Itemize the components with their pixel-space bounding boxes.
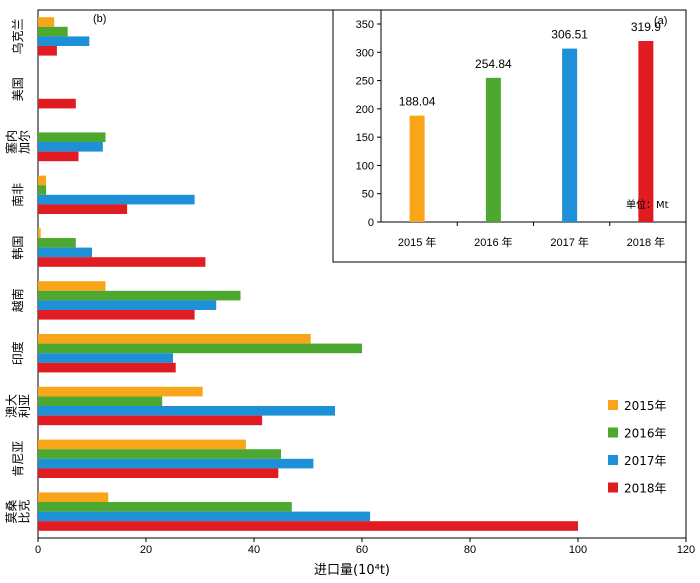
bar-2016年-印度 bbox=[38, 343, 362, 354]
bar-2017年-澳大利亚 bbox=[38, 406, 335, 416]
inset-bar-2015 年 bbox=[409, 115, 425, 222]
bar-2016年-南非 bbox=[38, 185, 47, 195]
legend-label: 2016年 bbox=[624, 427, 667, 441]
unit-note: 单位：Mt bbox=[626, 198, 669, 211]
panel-label-b: (b) bbox=[93, 13, 106, 25]
bar-2018年-南非 bbox=[38, 204, 128, 214]
legend-swatch bbox=[608, 455, 618, 465]
bar-2015年-越南 bbox=[38, 281, 106, 291]
bar-2017年-肯尼亚 bbox=[38, 458, 314, 469]
bar-2018年-印度 bbox=[38, 362, 176, 373]
bar-2015年-印度 bbox=[38, 334, 311, 344]
legend-swatch bbox=[608, 400, 618, 410]
bar-2017年-越南 bbox=[38, 300, 217, 310]
inset-bar-2016 年 bbox=[485, 77, 501, 222]
inset-value-label: 254.84 bbox=[475, 57, 512, 71]
inset-chart-a: 0 50 100 150 200 250 300 350 188.04 2015 年 254.84 2… bbox=[332, 9, 687, 263]
bar-2016年-澳大利亚 bbox=[38, 396, 163, 406]
bar-2018年-肯尼亚 bbox=[38, 468, 279, 478]
category-label: 肯尼亚 bbox=[11, 441, 25, 477]
x-tick-label: 20 bbox=[140, 544, 152, 556]
category-label: 乌克兰 bbox=[10, 18, 25, 54]
inset-y-tick-label: 50 bbox=[362, 189, 374, 201]
legend-swatch bbox=[608, 427, 618, 438]
inset-bar-2017 年 bbox=[562, 48, 578, 223]
bar-2015年-韩国 bbox=[38, 228, 41, 238]
x-tick-label: 40 bbox=[248, 544, 260, 556]
panel-label-a: (a) bbox=[654, 15, 667, 27]
bar-2017年-塞内加尔 bbox=[38, 142, 103, 152]
category-label: 越南 bbox=[10, 288, 25, 312]
bar-2016年-韩国 bbox=[38, 238, 76, 248]
x-tick-label: 120 bbox=[677, 544, 695, 556]
bar-2018年-澳大利亚 bbox=[38, 415, 263, 426]
bar-2015年-乌克兰 bbox=[38, 17, 55, 27]
category-label: 比克 bbox=[18, 500, 32, 524]
bar-2018年-美国 bbox=[38, 98, 76, 109]
inset-bar-2018 年 bbox=[638, 41, 654, 222]
category-label: 莫桑 bbox=[5, 500, 19, 524]
bar-2017年-乌克兰 bbox=[38, 36, 90, 46]
bar-2015年-澳大利亚 bbox=[38, 386, 203, 397]
x-tick-label: 60 bbox=[356, 544, 368, 556]
category-label: 印度 bbox=[10, 341, 25, 365]
bar-2017年-印度 bbox=[38, 353, 173, 363]
bar-2016年-越南 bbox=[38, 290, 241, 301]
inset-value-label: 306.51 bbox=[551, 28, 588, 42]
bar-2016年-塞内加尔 bbox=[38, 132, 106, 142]
bar-2015年-南非 bbox=[38, 175, 47, 186]
bar-2017年-莫桑比克 bbox=[38, 511, 371, 522]
bar-2018年-乌克兰 bbox=[38, 46, 57, 56]
bar-2017年-韩国 bbox=[38, 247, 92, 258]
bar-2016年-肯尼亚 bbox=[38, 449, 281, 459]
x-tick-label: 0 bbox=[35, 544, 41, 556]
inset-x-tick-label: 2018 年 bbox=[627, 235, 666, 249]
category-label: 利亚 bbox=[18, 394, 32, 418]
inset-y-tick-label: 350 bbox=[356, 19, 374, 31]
category-label: 塞内 bbox=[4, 130, 19, 154]
inset-x-tick-label: 2016 年 bbox=[474, 235, 513, 249]
inset-y-tick-label: 200 bbox=[356, 104, 374, 116]
category-label: 南非 bbox=[10, 183, 25, 207]
bar-2016年-莫桑比克 bbox=[38, 502, 292, 512]
inset-y-tick-label: 0 bbox=[368, 217, 374, 229]
bar-2015年-肯尼亚 bbox=[38, 439, 246, 450]
inset-value-label: 319.9 bbox=[631, 20, 661, 34]
bar-2015年-莫桑比克 bbox=[38, 492, 109, 502]
inset-x-tick-label: 2017 年 bbox=[550, 235, 589, 249]
bar-2016年-乌克兰 bbox=[38, 26, 68, 37]
legend-swatch bbox=[608, 482, 618, 493]
inset-value-label: 188.04 bbox=[399, 95, 436, 109]
bar-2017年-南非 bbox=[38, 194, 195, 205]
inset-frame bbox=[332, 9, 687, 263]
category-label: 加尔 bbox=[17, 130, 32, 154]
bar-2018年-莫桑比克 bbox=[38, 521, 578, 531]
bar-2018年-韩国 bbox=[38, 257, 206, 267]
legend-label: 2015年 bbox=[624, 399, 667, 413]
legend: 2015年 2016年 2017年 2018年 bbox=[608, 399, 667, 496]
category-label: 美国 bbox=[11, 77, 25, 101]
category-label: 澳大 bbox=[5, 394, 19, 418]
inset-y-tick-label: 100 bbox=[356, 160, 374, 172]
legend-label: 2018年 bbox=[624, 482, 667, 496]
bar-2018年-塞内加尔 bbox=[38, 151, 79, 162]
x-axis-label: 进口量(10⁴t) bbox=[314, 563, 390, 578]
x-tick-label: 80 bbox=[464, 544, 476, 556]
inset-y-tick-label: 250 bbox=[356, 76, 374, 88]
inset-x-tick-label: 2015 年 bbox=[398, 235, 437, 249]
inset-y-tick-label: 150 bbox=[356, 132, 374, 144]
category-label: 韩国 bbox=[10, 236, 25, 260]
x-tick-label: 100 bbox=[569, 544, 587, 556]
bar-2018年-越南 bbox=[38, 310, 195, 320]
legend-label: 2017年 bbox=[624, 454, 667, 468]
inset-y-tick-label: 300 bbox=[356, 47, 374, 59]
